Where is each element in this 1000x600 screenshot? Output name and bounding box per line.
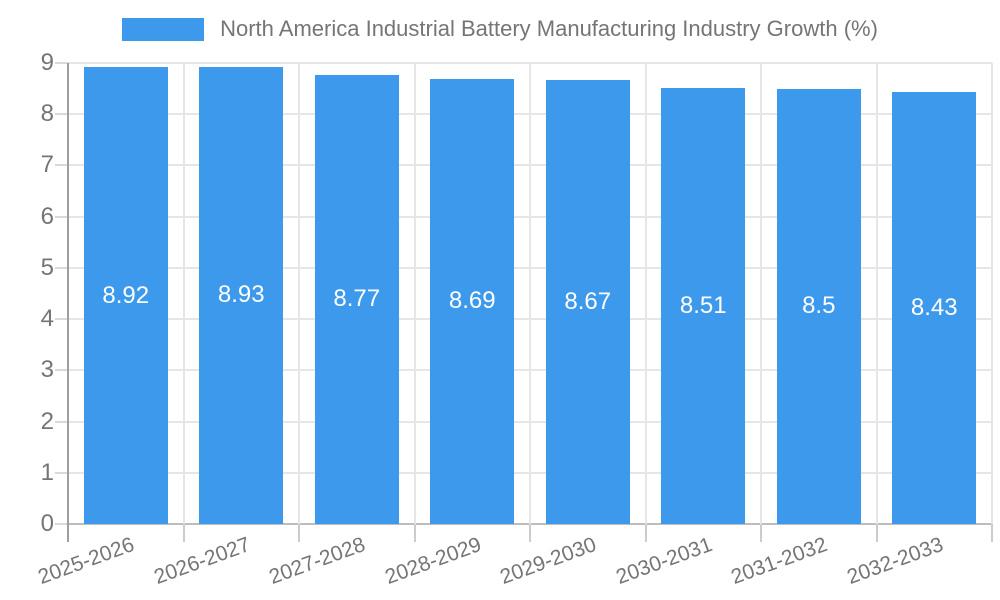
y-tick <box>55 266 68 269</box>
x-gridline <box>991 63 993 524</box>
y-axis-label: 5 <box>40 253 54 281</box>
x-gridline <box>529 63 531 524</box>
x-axis-label: 2031-2032 <box>728 533 831 589</box>
y-axis-label: 9 <box>40 49 54 76</box>
x-tick <box>644 524 647 542</box>
legend-swatch[interactable] <box>122 17 205 41</box>
chart-legend[interactable]: North America Industrial Battery Manufac… <box>0 16 1000 42</box>
x-gridline <box>644 63 647 524</box>
bar-value-label: 8.93 <box>217 281 265 309</box>
y-axis-label: 8 <box>40 100 54 128</box>
x-gridline <box>875 63 878 524</box>
y-axis-label: 6 <box>40 202 54 230</box>
x-axis-label: 2027-2028 <box>266 533 369 589</box>
x-axis-label: 2032-2033 <box>843 533 947 589</box>
y-tick <box>55 215 68 218</box>
y-axis-label: 4 <box>40 305 54 333</box>
bar-value-label: 8.69 <box>448 287 496 315</box>
bar-value-label: 8.5 <box>802 292 836 320</box>
bar-value-label: 8.92 <box>102 281 150 309</box>
bar-value-label: 8.67 <box>564 287 612 315</box>
x-gridline <box>182 63 185 524</box>
x-axis-label: 2025-2026 <box>35 533 138 589</box>
bar-value-label: 8.43 <box>910 294 958 322</box>
y-tick <box>55 523 68 525</box>
y-tick <box>55 369 68 372</box>
x-tick <box>298 524 300 542</box>
x-axis-label: 2029-2030 <box>497 533 600 589</box>
bar[interactable] <box>776 88 861 524</box>
y-axis-line <box>67 63 69 542</box>
bar-value-label: 8.51 <box>679 292 727 320</box>
x-gridline <box>298 63 300 524</box>
bar[interactable] <box>314 74 399 524</box>
y-tick <box>55 318 68 321</box>
bar[interactable] <box>83 67 168 524</box>
y-axis-label: 3 <box>40 356 54 384</box>
x-tick <box>182 524 185 542</box>
bar[interactable] <box>892 92 977 524</box>
bar-value-label: 8.77 <box>333 285 381 313</box>
y-tick <box>55 164 68 167</box>
y-axis-label: 7 <box>40 151 54 179</box>
bar[interactable] <box>199 66 284 524</box>
y-tick <box>55 471 68 474</box>
x-tick <box>413 524 416 542</box>
y-tick <box>55 113 68 116</box>
bar[interactable] <box>430 78 515 524</box>
x-axis-label: 2026-2027 <box>150 533 254 589</box>
x-tick <box>529 524 531 542</box>
y-tick <box>55 420 68 423</box>
x-axis-label: 2030-2031 <box>612 533 716 589</box>
bar[interactable] <box>545 79 630 524</box>
x-gridline <box>760 63 762 524</box>
y-tick <box>55 62 68 64</box>
y-axis-label: 2 <box>40 407 54 435</box>
y-axis-label: 1 <box>40 458 54 486</box>
legend-label[interactable]: North America Industrial Battery Manufac… <box>220 16 878 41</box>
y-axis-label: 0 <box>40 510 54 537</box>
x-tick <box>760 524 762 542</box>
x-tick <box>991 524 993 542</box>
bar[interactable] <box>661 88 746 524</box>
x-gridline <box>413 63 416 524</box>
x-tick <box>875 524 878 542</box>
x-axis-label: 2028-2029 <box>381 533 485 589</box>
